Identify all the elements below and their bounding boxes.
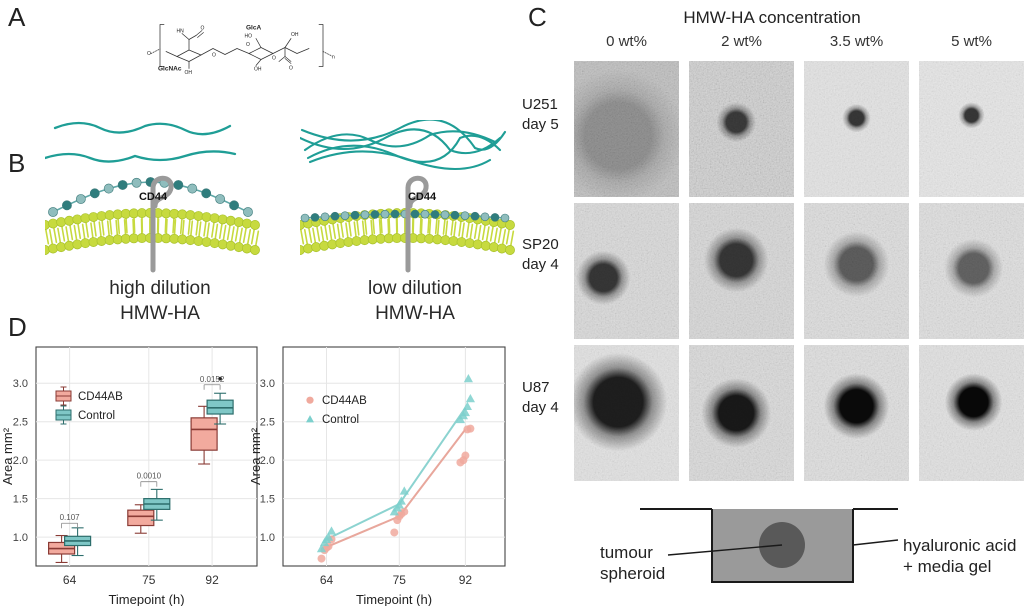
svg-text:O: O: [246, 42, 250, 48]
svg-text:hyaluronic acid: hyaluronic acid: [903, 536, 1016, 555]
svg-text:Control: Control: [78, 410, 115, 422]
svg-text:OH: OH: [291, 32, 299, 38]
svg-text:0.0010: 0.0010: [137, 472, 162, 481]
svg-text:tumour: tumour: [600, 543, 653, 562]
svg-text:1.5: 1.5: [260, 494, 275, 506]
svg-text:2.5: 2.5: [260, 417, 275, 429]
svg-text:OH: OH: [254, 67, 262, 73]
svg-text:O: O: [272, 56, 276, 62]
svg-text:HMW-HA: HMW-HA: [375, 303, 455, 324]
svg-text:O: O: [147, 51, 151, 57]
svg-text:CD44AB: CD44AB: [78, 391, 123, 403]
svg-text:Control: Control: [322, 414, 359, 426]
svg-text:GlcNAc: GlcNAc: [158, 66, 182, 73]
svg-text:0.107: 0.107: [60, 513, 81, 522]
svg-text:1.5: 1.5: [13, 494, 28, 506]
svg-text:high dilution: high dilution: [109, 278, 210, 299]
svg-text:1.0: 1.0: [260, 532, 275, 544]
svg-text:n: n: [332, 55, 335, 61]
svg-text:CD44: CD44: [139, 191, 168, 203]
svg-text:Area mm²: Area mm²: [250, 427, 263, 485]
svg-text:CD44AB: CD44AB: [322, 395, 367, 407]
svg-text:GlcA: GlcA: [246, 25, 261, 32]
svg-text:1.0: 1.0: [13, 532, 28, 544]
svg-text:3.0: 3.0: [13, 378, 28, 390]
svg-text:Timepoint (h): Timepoint (h): [108, 592, 184, 606]
svg-text:3.0: 3.0: [260, 378, 275, 390]
svg-text:O: O: [289, 66, 293, 72]
svg-text:HO: HO: [245, 34, 253, 40]
svg-text:HN: HN: [177, 29, 185, 35]
svg-text:0.0152: 0.0152: [200, 375, 225, 384]
svg-text:+ media gel: + media gel: [903, 557, 991, 576]
svg-text:O: O: [212, 53, 216, 59]
svg-text:spheroid: spheroid: [600, 564, 665, 583]
svg-text:75: 75: [142, 573, 156, 587]
svg-text:64: 64: [63, 573, 77, 587]
svg-text:Area mm²: Area mm²: [0, 427, 15, 485]
svg-text:92: 92: [205, 573, 219, 587]
svg-text:CD44: CD44: [408, 191, 437, 203]
svg-text:75: 75: [393, 573, 407, 587]
svg-text:OH: OH: [185, 70, 193, 76]
svg-text:HMW-HA: HMW-HA: [120, 303, 200, 324]
svg-text:2.5: 2.5: [13, 417, 28, 429]
svg-text:O: O: [201, 26, 205, 32]
svg-text:Timepoint (h): Timepoint (h): [356, 592, 432, 606]
svg-text:64: 64: [320, 573, 334, 587]
svg-text:92: 92: [459, 573, 473, 587]
svg-text:low dilution: low dilution: [368, 278, 462, 299]
